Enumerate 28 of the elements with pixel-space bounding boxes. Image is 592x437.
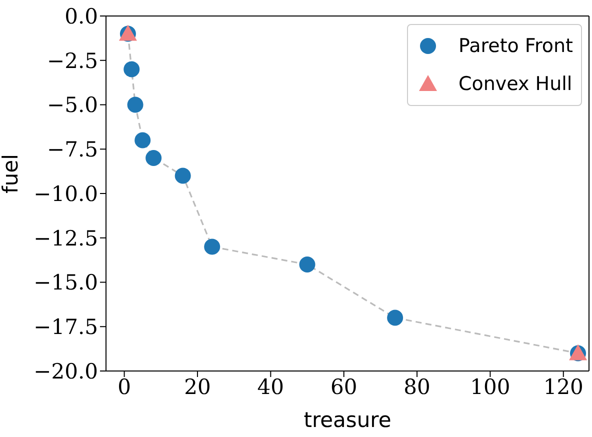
point xyxy=(174,168,191,184)
x-tick-label: 0 xyxy=(118,374,131,399)
point xyxy=(299,256,316,272)
legend-label: Pareto Front xyxy=(458,35,573,57)
x-tick-label: 100 xyxy=(470,374,510,399)
x-axis-title: treasure xyxy=(304,408,392,432)
y-axis-title: fuel xyxy=(0,154,22,194)
y-tick-label: −12.5 xyxy=(34,226,98,250)
x-tick-label: 40 xyxy=(257,374,284,399)
point xyxy=(134,132,151,148)
x-tick-label: 20 xyxy=(184,374,211,399)
y-tick-label: −17.5 xyxy=(34,315,98,340)
point xyxy=(124,61,140,78)
y-tick-label: −5.0 xyxy=(47,93,98,118)
x-tick-label: 80 xyxy=(404,374,430,399)
x-tick-label: 60 xyxy=(330,374,358,399)
y-tick-label: −20.0 xyxy=(34,359,98,384)
x-tick-label: 120 xyxy=(543,374,584,399)
point xyxy=(387,310,404,326)
y-tick-label: 0.0 xyxy=(64,4,98,28)
y-tick-label: −7.5 xyxy=(47,138,98,162)
y-tick-label: −10.0 xyxy=(34,182,98,206)
point xyxy=(146,150,162,166)
y-tick-label: −2.5 xyxy=(47,48,98,73)
point xyxy=(204,238,220,255)
legend-label: Convex Hull xyxy=(458,73,572,95)
y-tick-label: −15.0 xyxy=(34,270,98,295)
point xyxy=(127,96,144,113)
